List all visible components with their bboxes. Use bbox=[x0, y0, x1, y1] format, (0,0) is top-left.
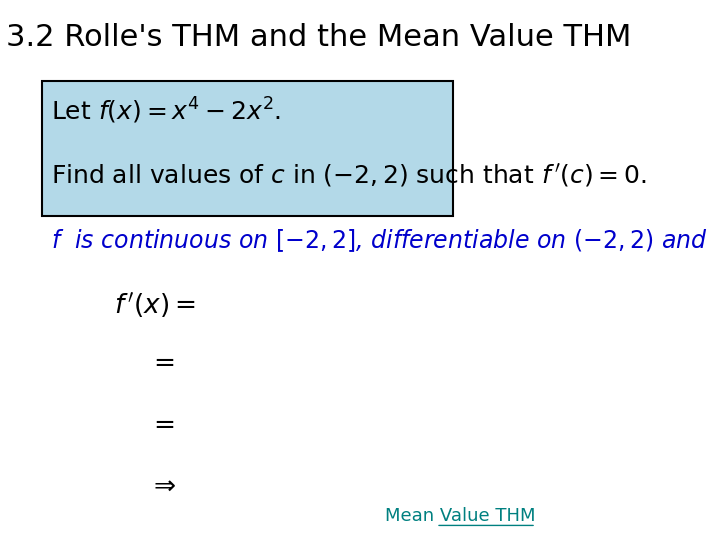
Text: $=$: $=$ bbox=[148, 349, 174, 375]
Text: $f$  is continuous on $[-2, 2]$, differentiable on $(-2, 2)$ and: $f$ is continuous on $[-2, 2]$, differen… bbox=[51, 227, 708, 254]
Text: Let $f(x) = x^4 - 2x^2$.: Let $f(x) = x^4 - 2x^2$. bbox=[51, 96, 281, 126]
Text: Mean Value THM: Mean Value THM bbox=[385, 507, 536, 525]
FancyBboxPatch shape bbox=[42, 81, 453, 216]
Text: $f\,'(x) = $: $f\,'(x) = $ bbox=[114, 290, 196, 320]
Text: Find all values of $c$ in $(-2, 2)$ such that $f\,'(c) = 0$.: Find all values of $c$ in $(-2, 2)$ such… bbox=[51, 162, 647, 189]
Text: 3.2 Rolle's THM and the Mean Value THM: 3.2 Rolle's THM and the Mean Value THM bbox=[6, 23, 631, 52]
Text: $\Rightarrow$: $\Rightarrow$ bbox=[148, 473, 176, 499]
Text: $=$: $=$ bbox=[148, 411, 174, 437]
